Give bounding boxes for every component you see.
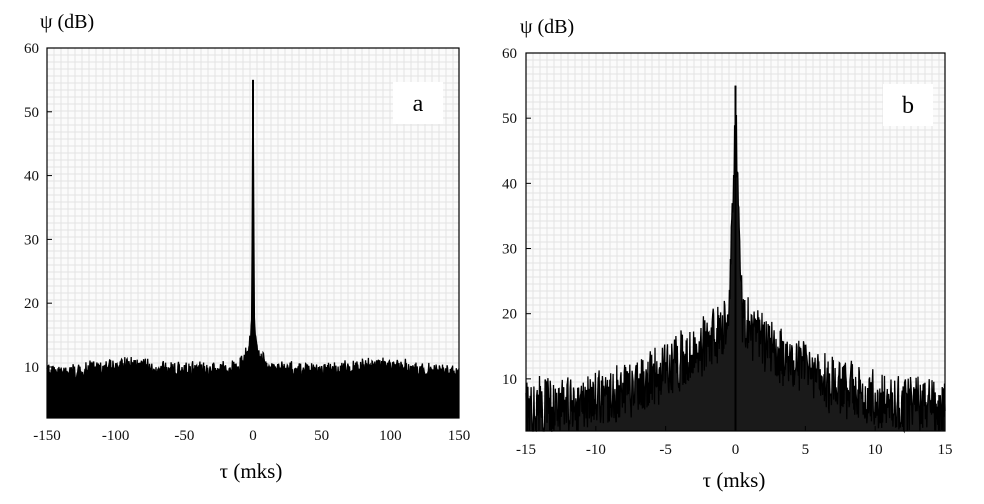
x-tick-label: -50 <box>174 428 194 444</box>
y-ticks: 10 20 30 40 50 60 <box>24 41 52 376</box>
y-ticks: 10 20 30 40 50 60 <box>502 46 531 388</box>
panel-label-box <box>393 82 443 124</box>
x-tick-label: -10 <box>586 442 606 458</box>
y-tick-label: 20 <box>24 296 39 312</box>
y-tick-label: 40 <box>24 169 39 185</box>
x-tick-label: 0 <box>732 442 740 458</box>
chart-panel-a: ψ (dB) τ (mks) 10 20 30 40 50 60 -150 -100 -50 0 5… <box>24 11 470 483</box>
y-tick-label: 60 <box>502 46 517 62</box>
x-ticks: -150 -100 -50 0 50 100 150 <box>33 413 470 444</box>
x-tick-label: 50 <box>314 428 329 444</box>
y-tick-label: 30 <box>24 232 39 248</box>
x-tick-label: 0 <box>249 428 257 444</box>
y-tick-label: 50 <box>502 111 517 127</box>
x-tick-label: -15 <box>516 442 536 458</box>
y-axis-label: ψ (dB) <box>520 16 574 38</box>
panel-label: b <box>902 93 914 119</box>
x-tick-label: 15 <box>938 442 953 458</box>
x-tick-label: 150 <box>448 428 471 444</box>
x-tick-label: 5 <box>802 442 810 458</box>
x-tick-label: 100 <box>379 428 402 444</box>
x-tick-label: -5 <box>659 442 672 458</box>
panel-label-box <box>883 84 933 126</box>
y-tick-label: 50 <box>24 105 39 121</box>
y-tick-label: 20 <box>502 307 517 323</box>
y-tick-label: 30 <box>502 242 517 258</box>
y-axis-label: ψ (dB) <box>40 11 94 33</box>
x-tick-label: -100 <box>102 428 130 444</box>
y-tick-label: 60 <box>24 41 39 57</box>
x-axis-label: τ (mks) <box>703 468 766 492</box>
y-tick-label: 10 <box>502 372 517 388</box>
panel-label: a <box>413 91 424 117</box>
x-tick-label: -150 <box>33 428 61 444</box>
x-tick-label: 10 <box>868 442 883 458</box>
x-ticks: -15 -10 -5 0 5 10 15 <box>516 426 953 458</box>
x-axis-label: τ (mks) <box>220 459 283 483</box>
y-tick-label: 10 <box>24 360 39 376</box>
y-tick-label: 40 <box>502 176 517 192</box>
